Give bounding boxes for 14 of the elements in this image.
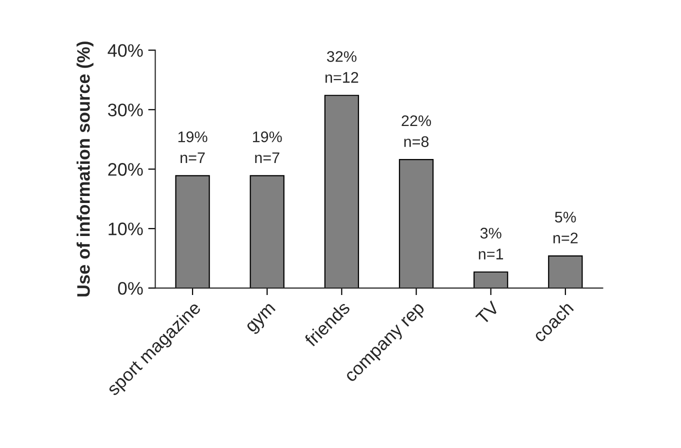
x-tick-label: TV (475, 300, 500, 326)
y-tick-label: 40% (108, 44, 143, 57)
data-label: 19% n=7 (253, 131, 282, 163)
y-tick-label: 30% (108, 104, 143, 116)
data-label: 32% n=12 (326, 51, 358, 83)
y-tick-label: 20% (108, 163, 143, 176)
data-label: 22% n=8 (402, 115, 432, 148)
data-label: 19% n=7 (178, 131, 208, 163)
y-tick-label: 10% (108, 222, 143, 236)
x-tick-label: gym (246, 303, 278, 336)
y-axis-title: Use of information source (%) (76, 42, 94, 296)
data-label: 5% n=2 (553, 212, 578, 244)
y-tick-label: 0% (118, 282, 143, 295)
data-label: 3% n=1 (478, 228, 504, 260)
